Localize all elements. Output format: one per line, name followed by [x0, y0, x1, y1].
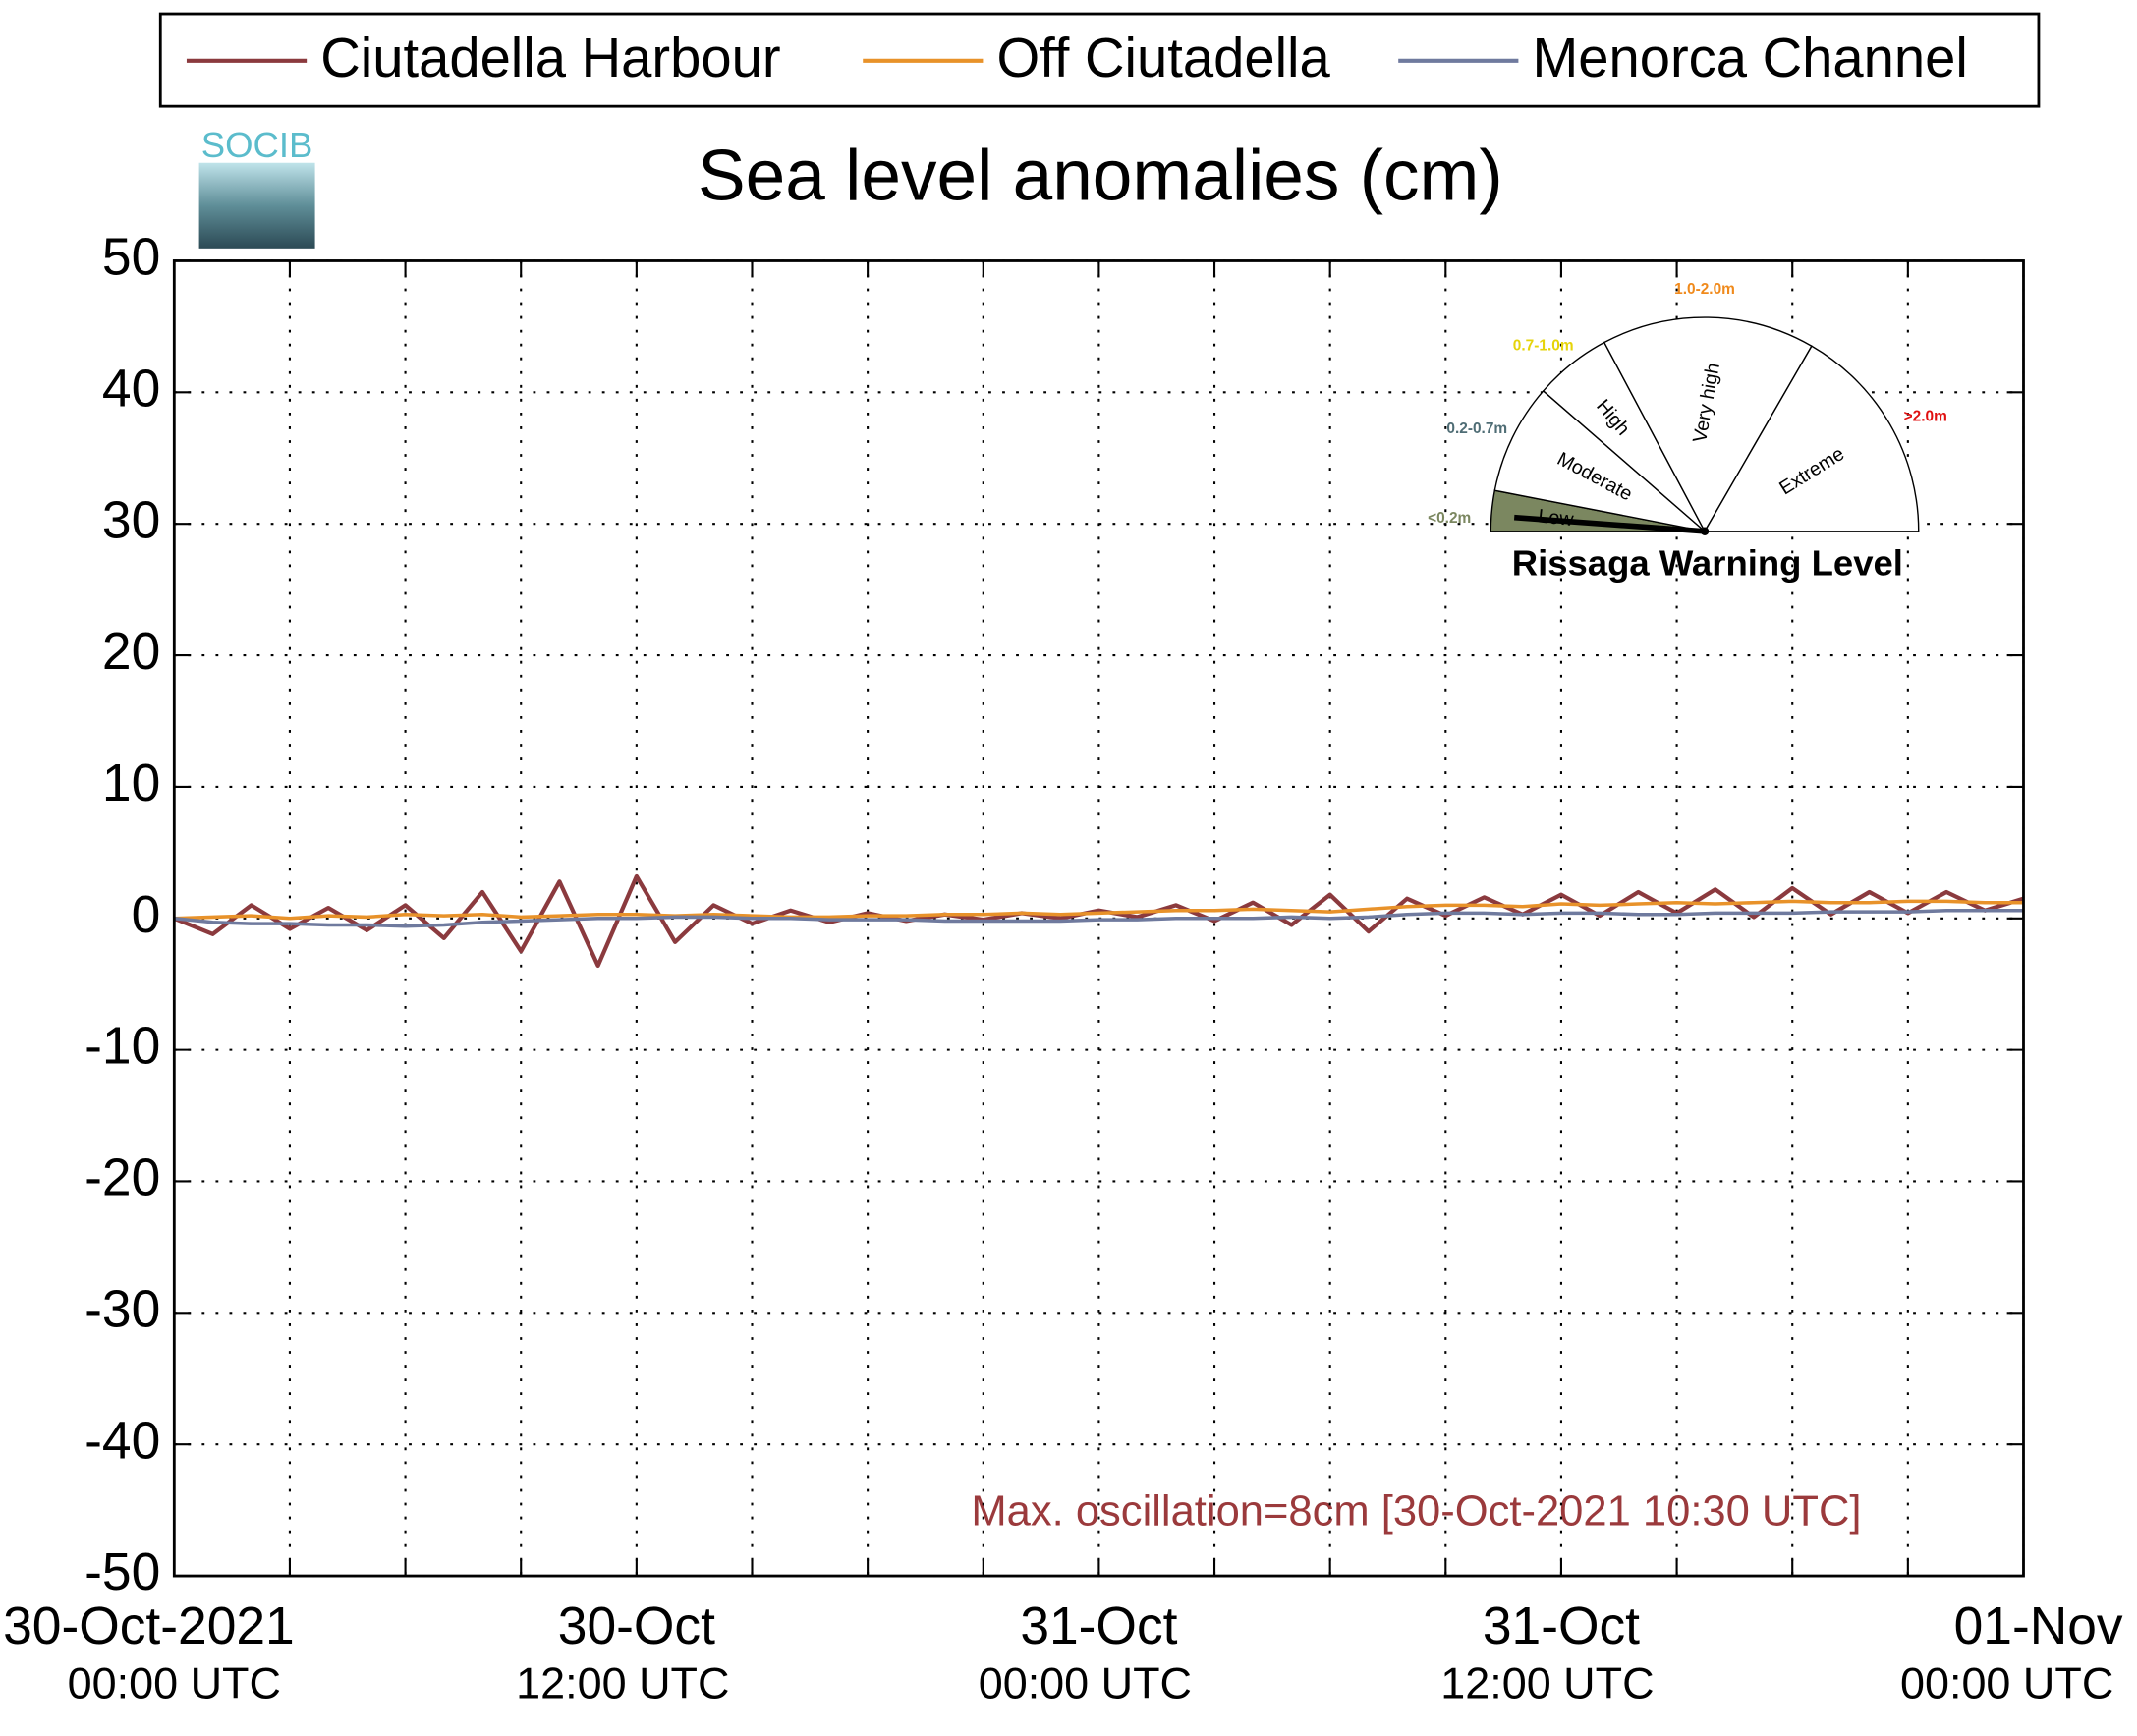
- series-line: [173, 873, 2025, 969]
- gauge-range: >2.0m: [1904, 408, 1947, 424]
- y-tick-label: 40: [102, 360, 160, 418]
- logo-mark: [198, 162, 315, 249]
- gauge-sector: [1603, 316, 1813, 533]
- legend-label: Off Ciutadella: [996, 27, 1330, 88]
- y-tick-label: -20: [84, 1149, 160, 1207]
- x-tick-label: 01-Nov: [1954, 1597, 2123, 1655]
- gauge-hub: [1700, 527, 1710, 535]
- gauge-needle: [1513, 514, 1706, 534]
- plot-frame: [172, 259, 2025, 1578]
- x-tick-sublabel: 00:00 UTC: [1900, 1657, 2113, 1708]
- logo-text: SOCIB: [201, 125, 313, 165]
- y-tick-label: -10: [84, 1018, 160, 1076]
- x-tick-label: 30-Oct: [558, 1597, 715, 1655]
- y-tick-label: -40: [84, 1412, 160, 1470]
- y-tick-label: -50: [84, 1543, 160, 1601]
- y-tick-label: 20: [102, 623, 160, 681]
- x-tick-sublabel: 12:00 UTC: [1440, 1657, 1654, 1708]
- y-tick-label: 50: [102, 229, 160, 287]
- y-tick-label: 0: [132, 886, 161, 944]
- series-line: [174, 899, 2024, 921]
- x-tick-sublabel: 12:00 UTC: [516, 1657, 729, 1708]
- gauge-sector: [1493, 389, 1708, 532]
- gauge-range: 0.7-1.0m: [1513, 338, 1574, 355]
- legend-label: Ciutadella Harbour: [320, 27, 780, 88]
- x-tick-label: 31-Oct: [1483, 1597, 1640, 1655]
- gauge-range: <0.2m: [1428, 510, 1471, 527]
- annotation: Max. oscillation=8cm [30-Oct-2021 10:30 …: [971, 1487, 1861, 1535]
- x-tick-label: 30-Oct-2021: [3, 1597, 295, 1655]
- y-tick-label: -30: [84, 1280, 160, 1338]
- chart-title: Sea level anomalies (cm): [698, 136, 1503, 215]
- x-tick-label: 31-Oct: [1020, 1597, 1177, 1655]
- gauge-sector: [1703, 345, 1920, 532]
- gauge-title: Rissaga Warning Level: [1512, 543, 1903, 584]
- gauge-range: 0.2-0.7m: [1446, 420, 1507, 437]
- legend-label: Menorca Channel: [1532, 27, 1967, 88]
- x-tick-sublabel: 00:00 UTC: [979, 1657, 1192, 1708]
- y-tick-label: 10: [102, 755, 160, 812]
- x-tick-sublabel: 00:00 UTC: [68, 1657, 281, 1708]
- gauge-range: 1.0-2.0m: [1674, 281, 1735, 298]
- y-tick-label: 30: [102, 491, 160, 549]
- series-line: [174, 908, 2024, 928]
- legend-box: [158, 12, 2041, 108]
